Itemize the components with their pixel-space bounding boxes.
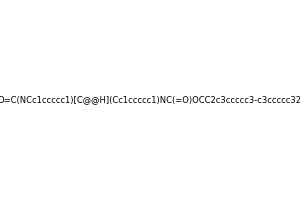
Text: O=C(NCc1ccccc1)[C@@H](Cc1ccccc1)NC(=O)OCC2c3ccccc3-c3ccccc32: O=C(NCc1ccccc1)[C@@H](Cc1ccccc1)NC(=O)OC…	[0, 96, 300, 105]
